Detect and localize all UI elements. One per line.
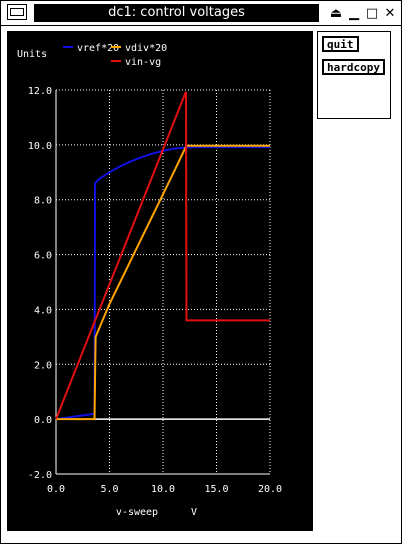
- y-tick-label-7: 12.0: [28, 86, 52, 97]
- maximize-icon[interactable]: □: [365, 5, 379, 21]
- y-tick-label-2: 2.0: [34, 360, 52, 371]
- series-line-0: [55, 146, 270, 421]
- y-tick-label-6: 10.0: [28, 141, 52, 152]
- x-tick-label-2: 10.0: [151, 484, 175, 495]
- minimize-icon[interactable]: ▁: [349, 5, 359, 21]
- legend-label-1: vdiv*20: [125, 43, 167, 54]
- button-panel: quit hardcopy: [317, 31, 391, 119]
- y-axis-label: Units: [17, 49, 47, 60]
- x-tick-label-0: 0.0: [47, 484, 65, 495]
- x-tick-label-4: 20.0: [258, 484, 282, 495]
- hardcopy-button[interactable]: hardcopy: [322, 59, 385, 75]
- shade-icon[interactable]: ⏏: [329, 5, 343, 21]
- x-tick-label-3: 15.0: [204, 484, 228, 495]
- window-controls: ⏏ ▁ □ ✕: [329, 4, 397, 22]
- quit-button[interactable]: quit: [322, 36, 359, 52]
- y-tick-label-4: 6.0: [34, 251, 52, 262]
- x-axis-label: v-sweep: [116, 507, 158, 518]
- window-title: dc1: control voltages: [34, 4, 319, 22]
- x-unit-label: V: [191, 507, 197, 518]
- y-tick-label-0: -2.0: [28, 470, 52, 481]
- y-tick-label-5: 8.0: [34, 196, 52, 207]
- x-tick-label-1: 5.0: [100, 484, 118, 495]
- chart-svg: -2.0 0.0 2.0 4.0 6.0 8.0 10.0 12.0 0.0 5.0 10.0 15.…: [17, 43, 282, 518]
- y-tick-label-1: 0.0: [34, 415, 52, 426]
- legend-label-2: vin-vg: [125, 57, 161, 68]
- legend-label-0: vref*20: [77, 43, 119, 54]
- series-line-2: [55, 91, 270, 420]
- plot-area: -2.0 0.0 2.0 4.0 6.0 8.0 10.0 12.0 0.0 5.0 10.0 15.…: [7, 31, 313, 531]
- window-menu-icon[interactable]: [7, 4, 27, 20]
- title-bar: dc1: control voltages ⏏ ▁ □ ✕: [1, 1, 401, 26]
- close-icon[interactable]: ✕: [384, 5, 396, 21]
- y-tick-label-3: 4.0: [34, 305, 52, 316]
